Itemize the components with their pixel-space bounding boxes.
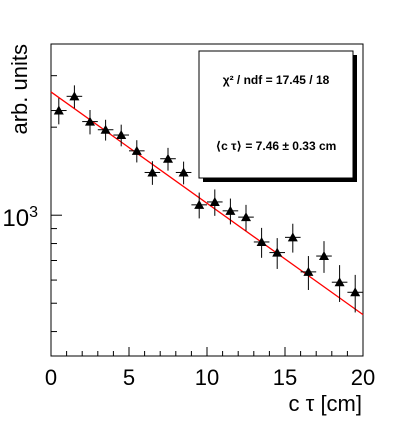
triangle-marker	[194, 199, 205, 209]
data-point	[51, 98, 67, 125]
triangle-marker	[303, 266, 314, 276]
data-point	[331, 265, 348, 302]
data-point	[144, 161, 161, 185]
data-point	[160, 147, 176, 171]
triangle-marker	[116, 130, 127, 140]
triangle-marker	[272, 247, 283, 257]
stats-box: χ² / ndf = 17.45 / 18 ⟨c τ⟩ = 7.46 ± 0.3…	[198, 50, 357, 182]
x-tick-labels: 0 5 10 15 20	[45, 365, 375, 390]
x-tick-label: 10	[195, 365, 219, 390]
data-point	[207, 189, 223, 216]
data-point	[253, 227, 270, 258]
triangle-marker	[287, 232, 298, 242]
y-axis-ticks	[51, 75, 62, 333]
data-point	[97, 119, 114, 141]
triangle-marker	[350, 287, 361, 297]
y-tick-label: 103	[2, 204, 38, 232]
data-point	[316, 241, 332, 273]
x-tick-label: 15	[273, 365, 297, 390]
triangle-marker	[209, 196, 220, 206]
triangle-marker	[100, 124, 111, 134]
triangle-marker	[163, 153, 173, 163]
data-point	[191, 192, 207, 219]
data-point	[175, 161, 192, 185]
triangle-marker	[241, 212, 251, 222]
triangle-marker	[178, 167, 189, 177]
data-point	[82, 109, 98, 135]
x-tick-label: 0	[45, 365, 57, 390]
fit-line	[50, 91, 364, 316]
triangle-marker	[256, 236, 267, 246]
stats-mean-ctau: ⟨c τ⟩ = 7.46 ± 0.33 cm	[216, 139, 337, 153]
data-point	[285, 223, 301, 253]
triangle-marker	[85, 116, 95, 126]
fit-line-group	[50, 91, 364, 316]
data-point	[347, 274, 363, 313]
data-point	[113, 124, 129, 147]
triangle-marker	[53, 105, 64, 115]
x-tick-label: 5	[123, 365, 135, 390]
triangle-marker	[69, 91, 80, 101]
data-point	[238, 204, 254, 231]
data-point	[300, 256, 317, 290]
x-axis-label: c τ [cm]	[289, 391, 362, 416]
triangle-marker	[334, 277, 345, 287]
data-point	[129, 140, 145, 163]
x-tick-label: 20	[351, 365, 375, 390]
y-axis-label: arb. units	[7, 44, 32, 135]
stats-box-panel	[198, 50, 354, 179]
data-point	[222, 198, 239, 225]
triangle-marker	[131, 145, 142, 155]
triangle-marker	[147, 167, 158, 177]
triangle-marker	[225, 205, 236, 215]
data-point	[269, 238, 285, 269]
triangle-marker	[319, 251, 329, 261]
data-points-group	[51, 85, 363, 313]
stats-chi2: χ² / ndf = 17.45 / 18	[223, 73, 330, 87]
x-axis-ticks	[50, 347, 364, 356]
data-point	[66, 85, 83, 109]
